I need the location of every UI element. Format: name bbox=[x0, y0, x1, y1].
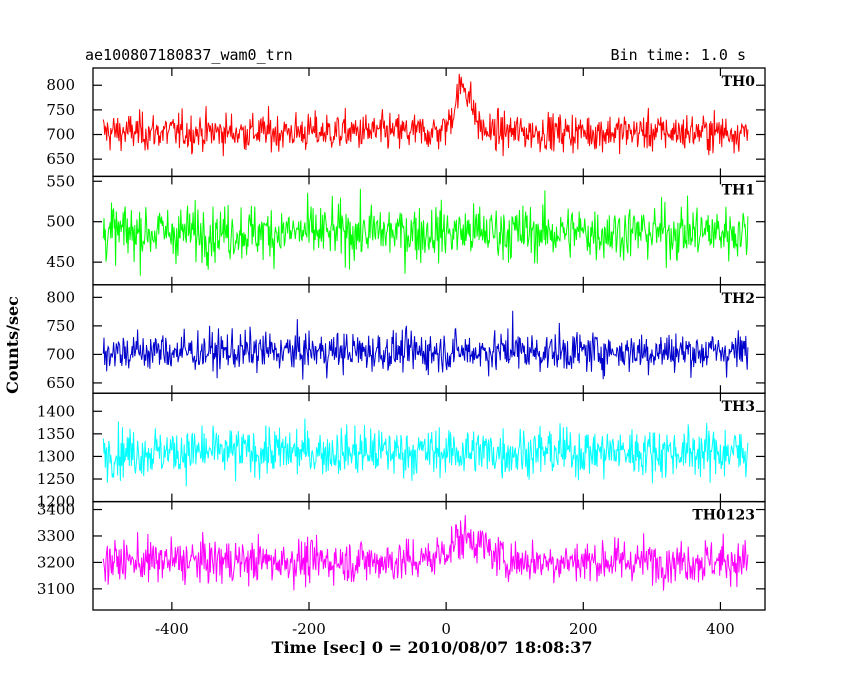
panel-frame-th0123 bbox=[92, 500, 766, 611]
panel-label-th2: TH2 bbox=[722, 291, 755, 307]
panel-frame-th0 bbox=[92, 67, 766, 178]
series-line-th0 bbox=[102, 73, 749, 157]
y-tick-label-th2-650: 650 bbox=[46, 374, 75, 392]
y-tick-label-th3-1200: 1200 bbox=[37, 493, 75, 511]
x-tick-label-400: 400 bbox=[706, 620, 735, 638]
y-tick-label-th3-1300: 1300 bbox=[37, 447, 75, 465]
x-tick-label--400: -400 bbox=[155, 620, 189, 638]
figure-title: ae100807180837_wam0_trn bbox=[85, 46, 293, 64]
y-tick-label-th0-800: 800 bbox=[46, 76, 75, 94]
y-tick-label-th2-800: 800 bbox=[46, 288, 75, 306]
panel-th3: 1200 1250 1300 1350 1400 TH3 bbox=[37, 392, 766, 511]
bin-time-label: Bin time: 1.0 s bbox=[611, 46, 746, 64]
panel-label-th0: TH0 bbox=[722, 74, 756, 90]
panel-th2: 650 700 750 800 TH2 bbox=[46, 284, 766, 394]
y-tick-label-th1-550: 550 bbox=[46, 172, 75, 190]
panel-th1: 450 500 550 TH1 bbox=[46, 172, 766, 286]
y-tick-label-th0123-3100: 3100 bbox=[37, 580, 75, 598]
panel-th0123: 3100 3200 3300 3400 TH0123 bbox=[37, 500, 766, 611]
y-tick-label-th3-1350: 1350 bbox=[37, 425, 75, 443]
x-tick-label-0: 0 bbox=[441, 620, 451, 638]
x-axis: -400 -200 0 200 400 bbox=[155, 620, 735, 638]
y-tick-label-th1-500: 500 bbox=[46, 213, 75, 231]
y-tick-label-th0123-3200: 3200 bbox=[37, 553, 75, 571]
x-tick-label-200: 200 bbox=[569, 620, 598, 638]
x-tick-label--200: -200 bbox=[292, 620, 326, 638]
y-tick-label-th0123-3300: 3300 bbox=[37, 527, 75, 545]
series-line-th0123 bbox=[102, 515, 749, 591]
y-tick-label-th0123-3400: 3400 bbox=[37, 501, 75, 519]
y-tick-label-th0-750: 750 bbox=[46, 101, 75, 119]
panel-th0: 650 700 750 800 TH0 bbox=[46, 67, 766, 178]
x-axis-label: Time [sec] 0 = 2010/08/07 18:08:37 bbox=[272, 638, 593, 657]
series-line-th3 bbox=[102, 418, 749, 487]
panel-label-th3: TH3 bbox=[722, 399, 755, 415]
y-tick-label-th0-700: 700 bbox=[46, 126, 75, 144]
series-line-th1 bbox=[102, 188, 749, 276]
panel-label-th1: TH1 bbox=[722, 182, 755, 198]
panel-label-th0123: TH0123 bbox=[692, 508, 755, 524]
y-tick-label-th2-750: 750 bbox=[46, 317, 75, 335]
y-tick-label-th3-1250: 1250 bbox=[37, 470, 75, 488]
y-axis-label: Counts/sec bbox=[3, 296, 22, 394]
y-tick-label-th2-700: 700 bbox=[46, 345, 75, 363]
y-tick-label-th3-1400: 1400 bbox=[37, 402, 75, 420]
panel-frame-th2 bbox=[92, 284, 766, 394]
y-tick-label-th1-450: 450 bbox=[46, 253, 75, 271]
series-line-th2 bbox=[102, 310, 749, 380]
y-tick-label-th0-650: 650 bbox=[46, 150, 75, 168]
panels-group: 650 700 750 800 TH0 450 500 550 TH1 650 700 750 800 T… bbox=[37, 67, 766, 611]
